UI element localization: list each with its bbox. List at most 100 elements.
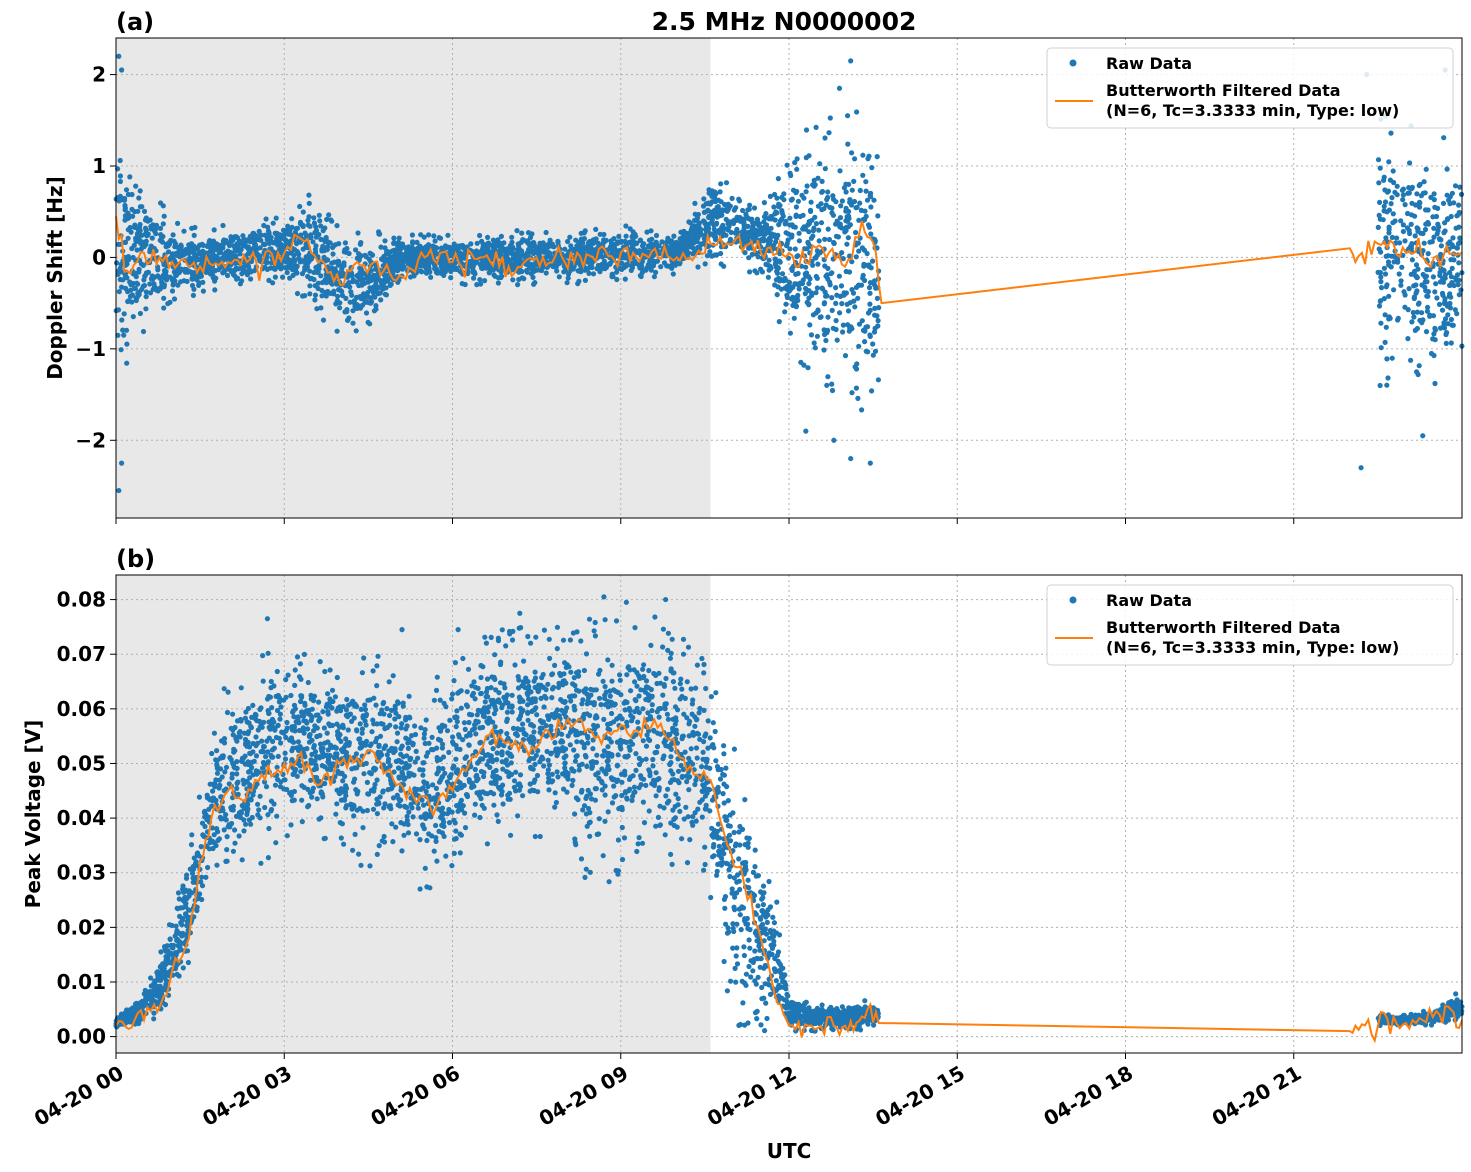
raw-data-point (590, 271, 597, 277)
raw-data-point (870, 341, 876, 347)
raw-data-point (365, 289, 371, 296)
raw-data-point (1405, 336, 1411, 342)
raw-data-point (483, 640, 489, 646)
raw-data-point (555, 255, 562, 261)
raw-data-point (1425, 251, 1431, 257)
raw-data-point (343, 295, 349, 301)
raw-data-point (757, 229, 763, 236)
raw-data-point (809, 292, 815, 298)
raw-data-point (640, 799, 647, 805)
raw-data-point (512, 662, 518, 668)
raw-data-point (1391, 287, 1397, 293)
raw-data-point (668, 650, 674, 657)
raw-data-point (824, 382, 830, 388)
raw-data-point (125, 212, 132, 218)
raw-data-point (123, 187, 130, 193)
raw-data-point (158, 200, 164, 206)
raw-data-point (373, 306, 379, 312)
raw-data-point (1414, 288, 1420, 294)
raw-data-point (117, 265, 123, 271)
raw-data-point (124, 341, 130, 347)
raw-data-point (564, 280, 570, 286)
raw-data-point (391, 235, 397, 241)
raw-data-point (653, 269, 659, 275)
raw-data-point (701, 209, 708, 215)
raw-data-point (778, 286, 785, 292)
raw-data-point (1382, 312, 1388, 318)
raw-data-point (280, 227, 287, 233)
raw-data-point (1430, 336, 1436, 342)
raw-data-point (814, 333, 821, 339)
raw-data-point (753, 227, 759, 233)
raw-data-point (441, 255, 447, 261)
y-ticks-a: 210−1−2 (75, 63, 116, 452)
raw-data-point (684, 715, 690, 721)
raw-data-point (439, 263, 445, 269)
raw-data-point (122, 202, 128, 209)
raw-data-point (384, 706, 390, 712)
raw-data-point (341, 262, 347, 269)
raw-data-point (639, 269, 645, 276)
raw-data-point (772, 256, 778, 262)
raw-data-point (265, 855, 271, 861)
raw-data-point (170, 282, 176, 288)
raw-data-point (798, 359, 804, 365)
raw-data-point (578, 638, 584, 644)
raw-data-point (668, 754, 674, 760)
raw-data-point (1413, 282, 1419, 288)
raw-data-point (200, 279, 206, 285)
raw-data-point (335, 259, 341, 266)
raw-data-point (1445, 321, 1451, 327)
raw-data-point (540, 240, 546, 247)
raw-data-point (120, 277, 126, 283)
raw-data-point (372, 294, 378, 300)
raw-data-point (257, 793, 263, 799)
raw-data-point (769, 231, 775, 237)
raw-data-point (319, 248, 325, 254)
raw-data-point (591, 249, 597, 255)
raw-data-point (1434, 295, 1440, 301)
raw-data-point (867, 301, 873, 307)
raw-data-point (707, 249, 713, 255)
raw-data-point (128, 229, 134, 235)
raw-data-point (530, 241, 536, 248)
raw-data-point (670, 271, 676, 277)
raw-data-point (391, 247, 397, 253)
raw-data-point (422, 865, 428, 871)
raw-data-point (261, 241, 267, 247)
raw-data-point (152, 228, 158, 234)
raw-data-point (634, 240, 640, 246)
raw-data-point (1385, 253, 1391, 259)
raw-data-point (373, 288, 379, 294)
raw-data-point (358, 240, 364, 246)
raw-data-point (714, 872, 720, 878)
raw-data-point (157, 286, 163, 292)
raw-data-point (400, 253, 406, 259)
raw-data-point (311, 742, 317, 749)
raw-data-point (1437, 272, 1443, 278)
raw-data-point (331, 259, 337, 265)
raw-data-point (822, 263, 828, 269)
raw-data-point (833, 300, 839, 306)
raw-data-point (822, 135, 828, 141)
raw-data-point (414, 239, 420, 245)
raw-data-point (1425, 289, 1431, 295)
raw-data-point (515, 253, 521, 259)
raw-data-point (1449, 190, 1455, 196)
raw-data-point (816, 227, 822, 233)
raw-data-point (115, 241, 122, 247)
raw-data-point (531, 729, 537, 735)
raw-data-point (649, 236, 655, 242)
raw-data-point (399, 848, 405, 854)
raw-data-point (860, 272, 866, 278)
raw-data-point (607, 693, 613, 699)
raw-data-point (129, 292, 135, 298)
raw-data-point (401, 832, 407, 838)
raw-data-point (853, 229, 859, 236)
raw-data-point (230, 711, 236, 717)
raw-data-point (628, 688, 634, 694)
raw-data-point (174, 971, 180, 978)
raw-data-outlier (1420, 433, 1426, 439)
raw-data-point (686, 250, 692, 256)
raw-data-point (233, 248, 239, 254)
